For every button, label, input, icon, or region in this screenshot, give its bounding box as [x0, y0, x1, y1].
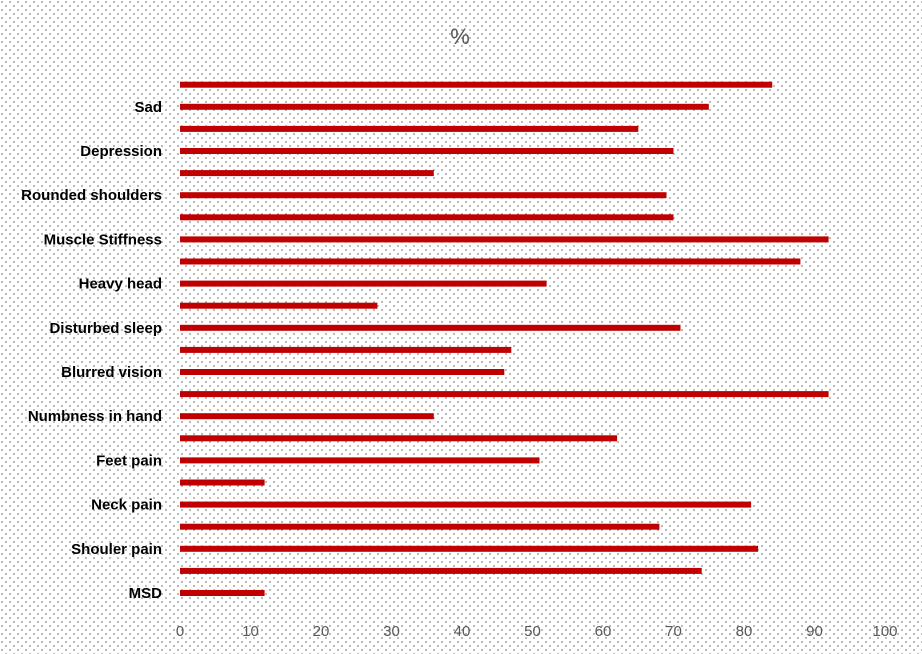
bar-3	[180, 523, 660, 530]
category-label: Numbness in hand	[28, 408, 162, 425]
x-tick-label: 20	[313, 623, 330, 640]
category-labels-group: MSD Shouler pain Neck pain Feet pain Numbnes…	[21, 99, 162, 602]
category-label: MSD	[129, 585, 163, 602]
bar-11	[180, 346, 512, 353]
x-tick-label: 90	[806, 623, 823, 640]
bar-2	[180, 545, 759, 552]
x-tick-label: 40	[454, 623, 471, 640]
x-tick-label: 10	[242, 623, 259, 640]
category-label: Neck pain	[91, 497, 162, 514]
x-tick-label: 80	[736, 623, 753, 640]
category-label: Rounded shoulders	[21, 187, 162, 204]
bar-10	[180, 369, 505, 375]
category-label: Blurred vision	[61, 364, 162, 381]
bar-20	[180, 148, 674, 154]
bar-22	[180, 103, 709, 110]
bar-17	[180, 214, 674, 221]
bar-14	[180, 280, 547, 287]
x-tick-label: 50	[524, 623, 541, 640]
bar-19	[180, 170, 434, 177]
bar-9	[180, 391, 829, 398]
bar-0	[180, 590, 265, 596]
x-tick-label: 0	[176, 623, 184, 640]
bar-18	[180, 192, 667, 199]
category-label: Depression	[80, 143, 162, 160]
bar-12	[180, 324, 681, 331]
x-tick-label: 30	[383, 623, 400, 640]
bar-1	[180, 567, 702, 574]
x-tick-label: 100	[872, 623, 897, 640]
bar-13	[180, 302, 378, 309]
x-axis-ticks-group: 0 10 20 30 40 50 60 70 80 90 100	[176, 623, 898, 640]
bar-8	[180, 413, 434, 420]
bar-6	[180, 457, 540, 464]
bar-15	[180, 258, 801, 265]
category-label: Heavy head	[79, 276, 162, 293]
category-label: Muscle Stiffness	[44, 231, 162, 248]
chart-title: %	[450, 24, 470, 49]
bar-23	[180, 81, 773, 88]
category-label: Feet pain	[96, 452, 162, 469]
category-label: Disturbed sleep	[49, 320, 162, 337]
x-tick-label: 60	[595, 623, 612, 640]
category-label: Shouler pain	[71, 541, 162, 558]
bar-4	[180, 501, 752, 508]
x-tick-label: 70	[665, 623, 682, 640]
bars-group	[180, 81, 829, 596]
bar-5	[180, 479, 265, 486]
bar-16	[180, 236, 829, 243]
bar-21	[180, 125, 639, 132]
category-label: Sad	[134, 99, 162, 116]
bar-7	[180, 435, 618, 442]
